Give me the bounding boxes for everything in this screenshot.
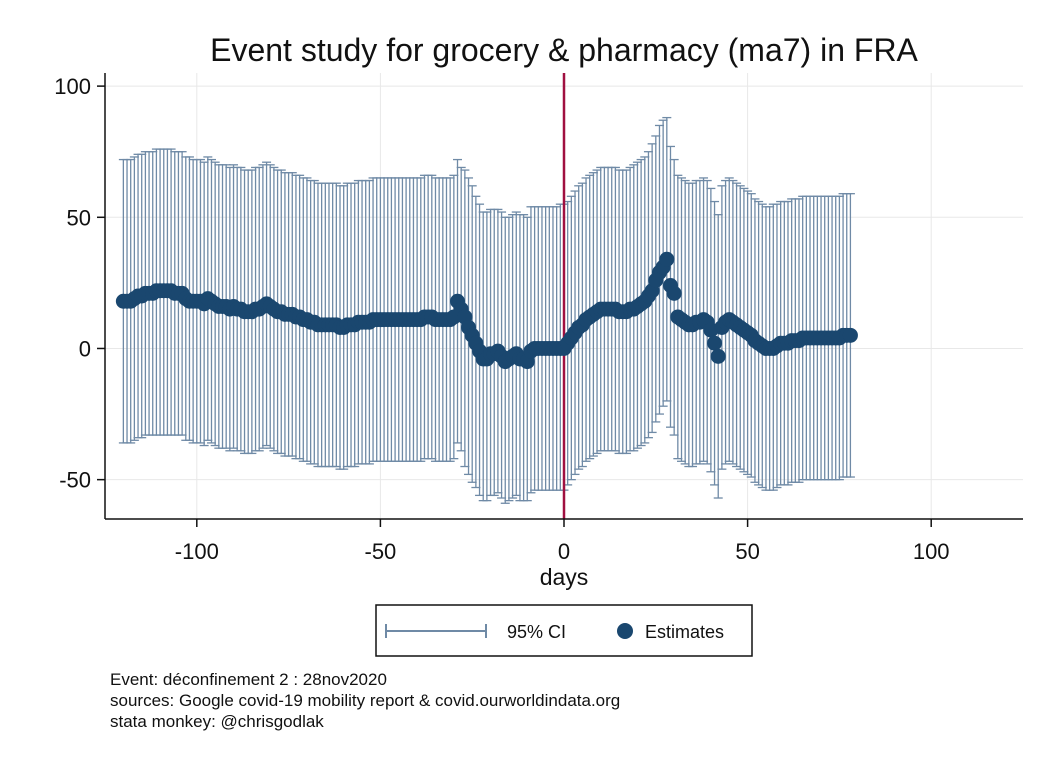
x-tick-label: 50 — [735, 539, 759, 564]
estimate-markers — [115, 251, 858, 370]
y-tick-label: 50 — [67, 205, 91, 230]
chart-title: Event study for grocery & pharmacy (ma7)… — [210, 32, 918, 68]
y-tick-label: 100 — [54, 74, 91, 99]
estimate-point — [659, 251, 675, 267]
estimate-point — [842, 327, 858, 343]
estimate-point — [666, 285, 682, 301]
y-tick-label: 0 — [79, 336, 91, 361]
axes — [97, 73, 1023, 527]
x-tick-label: -50 — [365, 539, 397, 564]
legend-estimates-symbol — [617, 623, 633, 639]
estimate-point — [710, 348, 726, 364]
x-tick-label: -100 — [175, 539, 219, 564]
y-tick-label: -50 — [59, 468, 91, 493]
x-tick-label: 100 — [913, 539, 950, 564]
x-tick-label: 0 — [558, 539, 570, 564]
legend-ci-symbol — [385, 624, 487, 638]
tick-labels: -100 -50 0 50 100 -50 0 50 100 — [54, 74, 949, 564]
legend: 95% CI Estimates — [375, 604, 753, 657]
note-sources: sources: Google covid-19 mobility report… — [110, 691, 620, 710]
note-event: Event: déconfinement 2 : 28nov2020 — [110, 670, 387, 689]
x-axis-label: days — [540, 564, 589, 590]
note-credit: stata monkey: @chrisgodlak — [110, 712, 324, 731]
legend-ci-label: 95% CI — [507, 622, 566, 642]
estimate-point — [707, 335, 723, 351]
legend-estimates-label: Estimates — [645, 622, 724, 642]
